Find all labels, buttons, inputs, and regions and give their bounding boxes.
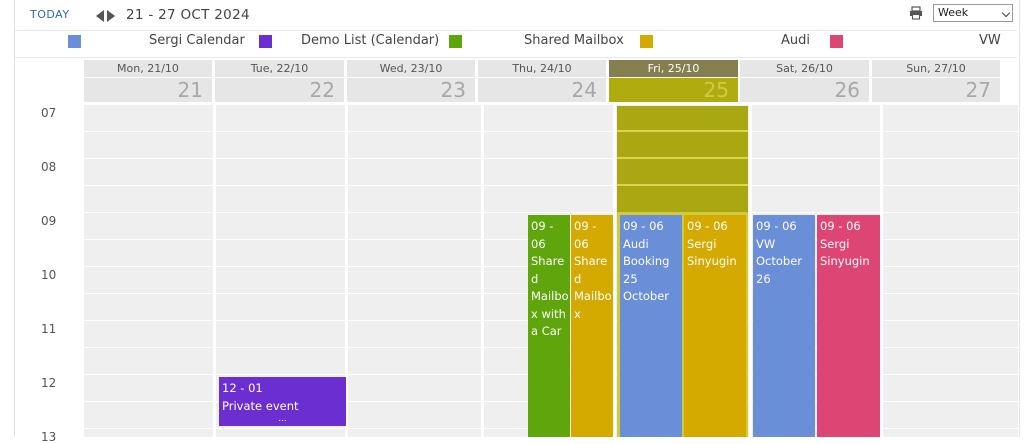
- time-label-10: 10: [41, 268, 57, 282]
- legend-swatch-audi: [640, 35, 653, 48]
- event-time: 09 - 06: [687, 219, 728, 233]
- date-range-title: 21 - 27 OCT 2024: [126, 7, 250, 23]
- day-number-sat[interactable]: 26: [740, 78, 869, 102]
- calendar-frame: [14, 0, 1020, 437]
- all-day-divider: [617, 184, 748, 186]
- time-label-11: 11: [41, 322, 57, 336]
- event-shared-mailbox-car[interactable]: 09 - 06 Shared Mailbox with a Car: [528, 215, 570, 437]
- day-header-sat[interactable]: Sat, 26/10: [740, 60, 869, 77]
- day-number-mon[interactable]: 21: [84, 78, 212, 102]
- event-time: 09 - 06: [820, 219, 861, 233]
- event-private[interactable]: 12 - 01 Private event ...: [219, 377, 346, 426]
- event-time: 12 - 01: [222, 381, 263, 395]
- all-day-event-fri[interactable]: [617, 106, 748, 212]
- event-sergi-sinyugin-sat[interactable]: 09 - 06 Sergi Sinyugin: [817, 215, 880, 437]
- day-header-mon[interactable]: Mon, 21/10: [84, 60, 212, 77]
- column-divider: [345, 105, 348, 437]
- all-day-divider: [617, 130, 748, 132]
- grid-line: [84, 158, 1018, 159]
- column-divider: [749, 105, 752, 437]
- legend-swatch-demo-list: [259, 35, 272, 48]
- day-number-wed[interactable]: 23: [347, 78, 475, 102]
- event-title: Private event: [222, 398, 299, 413]
- day-header-tue[interactable]: Tue, 22/10: [215, 60, 344, 77]
- column-divider: [880, 105, 883, 437]
- event-title: Audi Booking 25 October: [623, 236, 670, 304]
- chevron-right-icon[interactable]: [107, 10, 115, 22]
- event-audi-booking[interactable]: 09 - 06 Audi Booking 25 October: [620, 215, 682, 437]
- legend-swatch-shared-mailbox: [449, 35, 462, 48]
- day-number-fri[interactable]: 25: [609, 78, 738, 102]
- day-header-sun[interactable]: Sun, 27/10: [872, 60, 1000, 77]
- event-title: Shared Mailbox with a Car: [531, 254, 569, 338]
- event-sergi-sinyugin-fri[interactable]: 09 - 06 Sergi Sinyugin: [684, 215, 746, 437]
- legend-label-demo-list[interactable]: Demo List (Calendar): [301, 33, 440, 48]
- day-header-fri[interactable]: Fri, 25/10: [609, 60, 738, 77]
- event-more-indicator: ...: [278, 414, 287, 424]
- column-divider: [613, 105, 616, 437]
- all-day-divider: [617, 157, 748, 159]
- printer-icon[interactable]: [909, 6, 923, 20]
- legend-label-vw[interactable]: VW: [979, 33, 1001, 48]
- column-divider: [481, 105, 484, 437]
- event-time: 09 - 06: [756, 219, 797, 233]
- chevron-down-icon: [1001, 8, 1011, 18]
- day-header-wed[interactable]: Wed, 23/10: [347, 60, 475, 77]
- event-vw-october[interactable]: 09 - 06 VW October 26: [753, 215, 815, 437]
- day-number-thu[interactable]: 24: [478, 78, 606, 102]
- legend-swatch-vw: [830, 35, 843, 48]
- today-button[interactable]: TODAY: [30, 8, 70, 21]
- day-number-tue[interactable]: 22: [215, 78, 344, 102]
- time-label-12: 12: [41, 376, 57, 390]
- time-label-09: 09: [41, 214, 57, 228]
- view-select-value: Week: [938, 6, 969, 19]
- legend-label-audi[interactable]: Audi: [781, 33, 810, 48]
- event-time: 09 - 06: [574, 219, 597, 251]
- chevron-left-icon[interactable]: [96, 10, 104, 22]
- event-title: Sergi Sinyugin: [687, 236, 737, 269]
- event-title: Shared Mailbox: [574, 254, 612, 321]
- event-title: VW October 26: [756, 236, 803, 286]
- day-number-sun[interactable]: 27: [872, 78, 1000, 102]
- day-header-thu[interactable]: Thu, 24/10: [478, 60, 606, 77]
- grid-line: [84, 185, 1018, 186]
- event-time: 09 - 06: [623, 219, 664, 233]
- event-title: Sergi Sinyugin: [820, 236, 870, 269]
- event-time: 09 - 06: [531, 219, 554, 251]
- column-divider: [213, 105, 216, 437]
- legend-label-shared-mailbox[interactable]: Shared Mailbox: [524, 33, 624, 48]
- time-label-08: 08: [41, 160, 57, 174]
- view-select[interactable]: Week: [933, 4, 1013, 22]
- time-label-07: 07: [41, 106, 57, 120]
- legend-bar: [15, 30, 1017, 58]
- legend-swatch-sergi-calendar: [68, 35, 81, 48]
- grid-line: [84, 212, 1018, 213]
- grid-line: [84, 131, 1018, 132]
- legend-label-sergi-calendar[interactable]: Sergi Calendar: [149, 33, 245, 48]
- event-shared-mailbox[interactable]: 09 - 06 Shared Mailbox: [571, 215, 613, 437]
- time-label-13: 13: [41, 430, 57, 444]
